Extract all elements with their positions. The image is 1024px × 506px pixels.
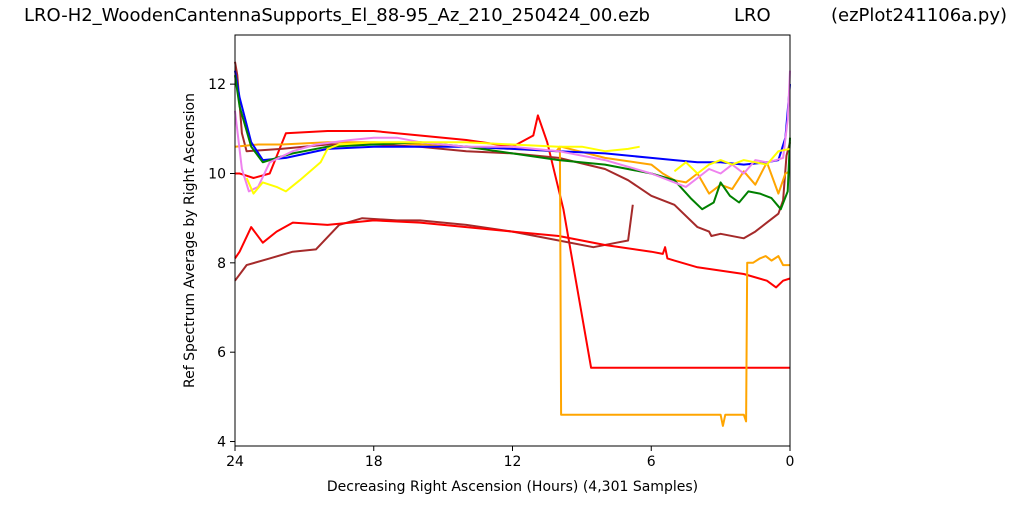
x-axis-label: Decreasing Right Ascension (Hours) (4,30… — [327, 479, 698, 495]
y-tick-label: 12 — [208, 77, 226, 93]
series-line-10 — [245, 141, 640, 195]
series-line-9 — [234, 70, 791, 193]
x-tick-label: 12 — [504, 454, 522, 470]
y-tick-label: 4 — [217, 435, 226, 451]
x-tick-label: 0 — [786, 454, 795, 470]
x-tick-label: 24 — [226, 454, 244, 470]
series-line-5 — [234, 141, 790, 427]
x-tick-label: 18 — [365, 454, 383, 470]
y-tick-label: 10 — [208, 166, 226, 182]
axes-layer: 24 18 12 6 0 4 6 8 10 12 — [208, 77, 794, 470]
y-tick-label: 8 — [217, 256, 226, 272]
series-line-2 — [234, 61, 791, 240]
site-label: LRO — [734, 5, 771, 26]
plot-frame — [234, 34, 791, 447]
series-layer — [234, 61, 791, 427]
x-tick-label: 6 — [647, 454, 656, 470]
file-name-header: LRO-H2_WoodenCantennaSupports_El_88-95_A… — [24, 5, 650, 26]
series-line-11 — [673, 147, 791, 175]
program-label: (ezPlot241106a.py) — [831, 5, 1008, 26]
y-axis-label: Ref Spectrum Average by Right Ascension — [182, 93, 198, 388]
y-tick-label: 6 — [217, 345, 226, 361]
series-line-6 — [560, 145, 791, 195]
series-line-7 — [234, 70, 791, 166]
